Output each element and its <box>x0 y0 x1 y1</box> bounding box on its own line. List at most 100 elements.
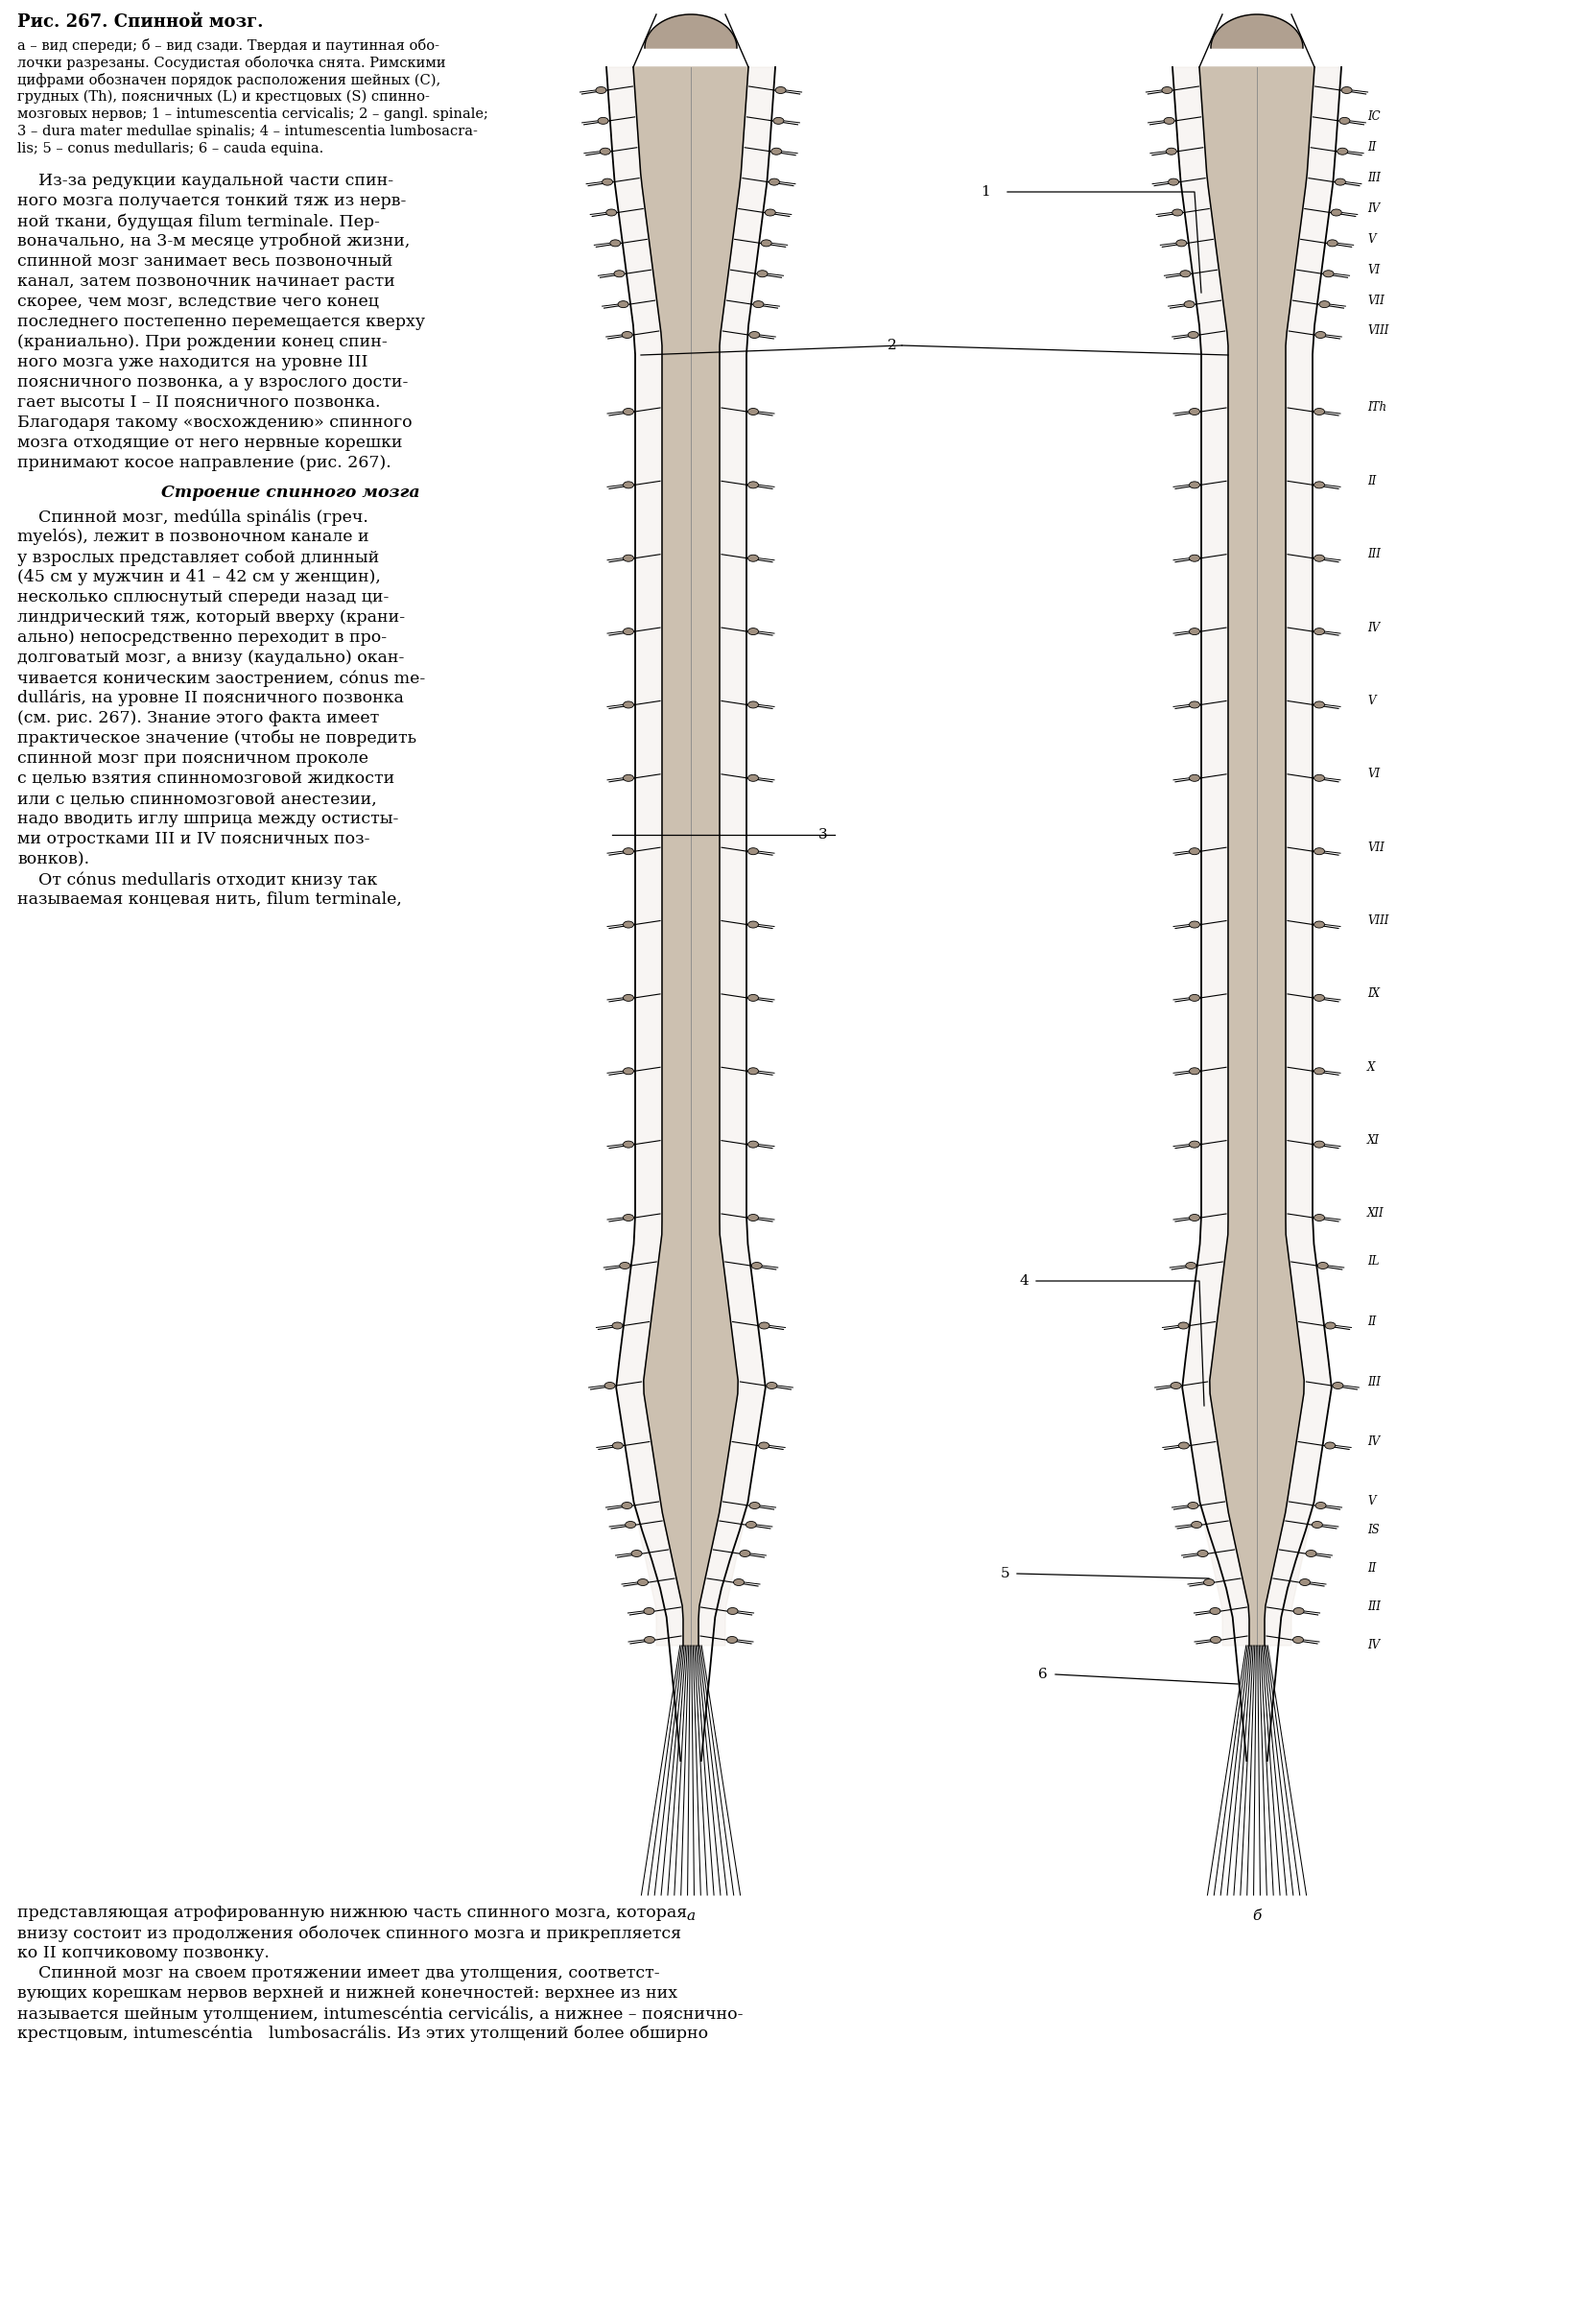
Ellipse shape <box>1313 920 1324 927</box>
Ellipse shape <box>1188 332 1199 339</box>
Ellipse shape <box>749 1141 758 1148</box>
Text: мозговых нервов; 1 – intumescentia cervicalis; 2 – gangl. spinale;: мозговых нервов; 1 – intumescentia cervi… <box>17 107 488 121</box>
Text: вующих корешкам нервов верхней и нижней конечностей: верхнее из них: вующих корешкам нервов верхней и нижней … <box>17 1985 677 2001</box>
Text: VII: VII <box>1367 841 1385 853</box>
Text: VIII: VIII <box>1367 913 1389 927</box>
Ellipse shape <box>1180 270 1191 277</box>
Ellipse shape <box>1163 86 1172 93</box>
Ellipse shape <box>623 1215 634 1220</box>
Polygon shape <box>606 67 776 1645</box>
Text: Спинной мозг на своем протяжении имеет два утолщения, соответст-: Спинной мозг на своем протяжении имеет д… <box>17 1966 660 1982</box>
Text: IV: IV <box>1367 1436 1380 1448</box>
Ellipse shape <box>1332 1383 1343 1390</box>
Text: myelós), лежит в позвоночном канале и: myelós), лежит в позвоночном канале и <box>17 528 370 546</box>
Text: Строение спинного мозга: Строение спинного мозга <box>162 486 420 502</box>
Text: представляющая атрофированную нижнюю часть спинного мозга, которая: представляющая атрофированную нижнюю час… <box>17 1906 687 1922</box>
Ellipse shape <box>766 1383 777 1390</box>
Ellipse shape <box>1335 179 1345 186</box>
Ellipse shape <box>623 1141 634 1148</box>
Text: у взрослых представляет собой длинный: у взрослых представляет собой длинный <box>17 548 379 565</box>
Polygon shape <box>633 67 749 1645</box>
Ellipse shape <box>623 555 634 562</box>
Ellipse shape <box>1313 1215 1324 1220</box>
Ellipse shape <box>1324 1443 1335 1448</box>
Ellipse shape <box>1190 481 1201 488</box>
Ellipse shape <box>1190 920 1201 927</box>
Ellipse shape <box>749 1215 758 1220</box>
Text: II: II <box>1367 142 1377 153</box>
Ellipse shape <box>761 239 771 246</box>
Ellipse shape <box>749 332 760 339</box>
Polygon shape <box>646 14 737 49</box>
Text: ного мозга уже находится на уровне III: ного мозга уже находится на уровне III <box>17 353 368 370</box>
Ellipse shape <box>644 1608 655 1615</box>
Ellipse shape <box>1190 702 1201 709</box>
Ellipse shape <box>619 300 628 307</box>
Text: От cónus medullaris отходит книзу так: От cónus medullaris отходит книзу так <box>17 872 377 888</box>
Text: называется шейным утолщением, intumescéntia cervicális, а нижнее – поясничнo-: называется шейным утолщением, intumescén… <box>17 2006 744 2022</box>
Ellipse shape <box>749 774 758 781</box>
Ellipse shape <box>1190 1141 1201 1148</box>
Text: несколько сплюснутый спереди назад ци-: несколько сплюснутый спереди назад ци- <box>17 590 389 607</box>
Text: VIII: VIII <box>1367 325 1389 337</box>
Text: XI: XI <box>1367 1134 1380 1146</box>
Ellipse shape <box>1293 1636 1304 1643</box>
Text: lis; 5 – conus medullaris; 6 – cauda equina.: lis; 5 – conus medullaris; 6 – cauda equ… <box>17 142 324 156</box>
Ellipse shape <box>1190 409 1201 416</box>
Ellipse shape <box>726 1636 737 1643</box>
Text: 6: 6 <box>1039 1669 1048 1680</box>
Ellipse shape <box>749 555 758 562</box>
Ellipse shape <box>644 1636 655 1643</box>
Ellipse shape <box>1204 1578 1215 1585</box>
Ellipse shape <box>1188 1501 1199 1508</box>
Ellipse shape <box>1327 239 1337 246</box>
Ellipse shape <box>749 1501 760 1508</box>
Text: IV: IV <box>1367 1638 1380 1652</box>
Ellipse shape <box>749 627 758 634</box>
Ellipse shape <box>612 1322 623 1329</box>
Text: Спинной мозг, medúlla spinális (греч.: Спинной мозг, medúlla spinális (греч. <box>17 509 368 525</box>
Ellipse shape <box>623 481 634 488</box>
Ellipse shape <box>623 409 634 416</box>
Ellipse shape <box>1337 149 1348 156</box>
Ellipse shape <box>739 1550 750 1557</box>
Ellipse shape <box>600 149 611 156</box>
Ellipse shape <box>631 1550 642 1557</box>
Text: скорее, чем мозг, вследствие чего конец: скорее, чем мозг, вследствие чего конец <box>17 293 379 309</box>
Text: V: V <box>1367 695 1375 706</box>
Text: называемая концевая нить, filum terminale,: называемая концевая нить, filum terminal… <box>17 892 401 909</box>
Text: Благодаря такому «восхождению» спинного: Благодаря такому «восхождению» спинного <box>17 414 412 430</box>
Ellipse shape <box>623 1067 634 1074</box>
Ellipse shape <box>745 1522 757 1529</box>
Ellipse shape <box>1313 409 1324 416</box>
Text: XII: XII <box>1367 1208 1385 1220</box>
Ellipse shape <box>1331 209 1342 216</box>
Text: б: б <box>1253 1910 1261 1922</box>
Text: IL: IL <box>1367 1255 1380 1269</box>
Text: ного мозга получается тонкий тяж из нерв-: ного мозга получается тонкий тяж из нерв… <box>17 193 406 209</box>
Ellipse shape <box>1178 1322 1190 1329</box>
Ellipse shape <box>758 1443 769 1448</box>
Ellipse shape <box>1313 1141 1324 1148</box>
Polygon shape <box>1172 67 1342 1645</box>
Ellipse shape <box>623 995 634 1002</box>
Text: IV: IV <box>1367 621 1380 634</box>
Text: ко II копчиковому позвонку.: ко II копчиковому позвонку. <box>17 1945 270 1961</box>
Text: внизу состоит из продолжения оболочек спинного мозга и прикрепляется: внизу состоит из продолжения оболочек сп… <box>17 1924 682 1941</box>
Text: а: а <box>687 1910 695 1922</box>
Text: II: II <box>1367 1562 1377 1576</box>
Ellipse shape <box>623 848 634 855</box>
Ellipse shape <box>749 920 758 927</box>
Text: III: III <box>1367 548 1380 560</box>
Text: ной ткани, будущая filum terminale. Пер-: ной ткани, будущая filum terminale. Пер- <box>17 214 379 230</box>
Ellipse shape <box>1320 300 1329 307</box>
Text: II: II <box>1367 1315 1377 1327</box>
Text: V: V <box>1367 1494 1375 1508</box>
Ellipse shape <box>606 209 617 216</box>
Ellipse shape <box>623 702 634 709</box>
Ellipse shape <box>1197 1550 1209 1557</box>
Ellipse shape <box>749 848 758 855</box>
Text: 1: 1 <box>980 186 990 198</box>
Text: ITh: ITh <box>1367 402 1386 414</box>
Ellipse shape <box>1312 1522 1323 1529</box>
